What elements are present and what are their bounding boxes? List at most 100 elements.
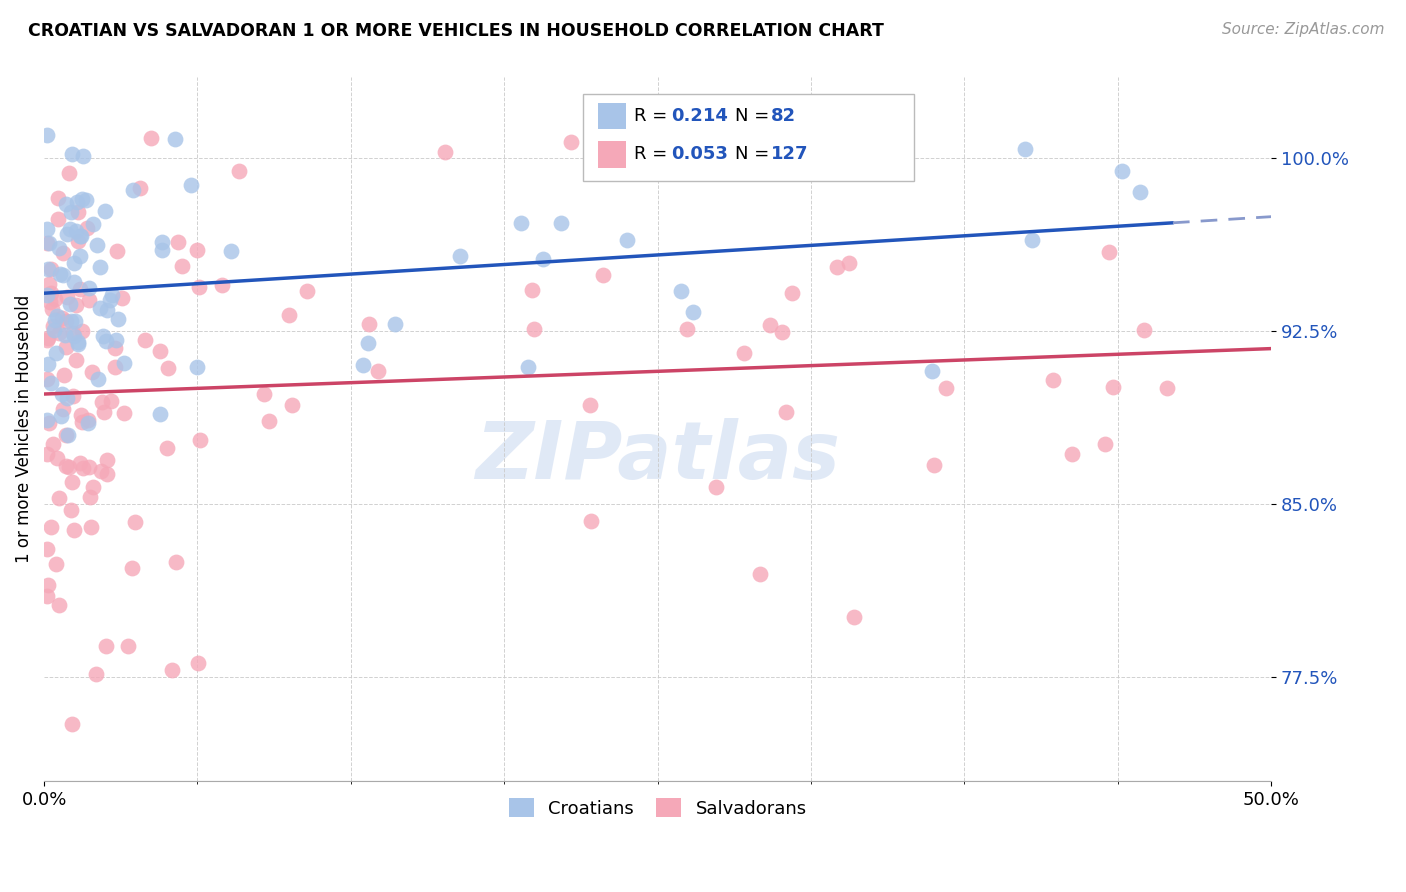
Point: [775, 405, 797, 419]
Point: [46, 309, 69, 323]
Point: [357, 336, 380, 351]
Point: [72, 324, 94, 338]
Point: [38, 277, 60, 291]
Point: [93, 405, 115, 419]
Point: [58, 460, 80, 475]
Point: [105, 244, 128, 259]
Point: [35, 287, 58, 301]
Point: [39, 520, 62, 534]
Point: [72, 460, 94, 475]
Point: [676, 322, 699, 336]
Point: [1014, 142, 1036, 156]
Point: [75, 193, 97, 207]
Point: [104, 341, 127, 355]
Point: [49, 409, 72, 424]
Point: [58, 166, 80, 180]
Point: [44, 292, 66, 306]
Point: [35, 333, 58, 347]
Point: [77, 459, 100, 474]
Point: [62, 147, 84, 161]
Point: [66, 195, 89, 210]
Point: [35, 372, 58, 386]
Point: [60, 314, 83, 328]
Point: [37, 331, 59, 345]
Point: [107, 312, 129, 326]
Point: [76, 413, 98, 427]
Point: [658, 128, 681, 142]
Point: [69, 228, 91, 243]
Point: [66, 234, 89, 248]
Point: [42, 318, 65, 333]
Point: [682, 304, 704, 318]
Point: [91, 329, 114, 343]
Point: [352, 358, 374, 372]
Point: [65, 352, 87, 367]
Point: [79, 490, 101, 504]
Point: [160, 663, 183, 677]
Point: [1094, 436, 1116, 450]
Point: [186, 656, 208, 670]
Point: [121, 560, 143, 574]
Point: [122, 183, 145, 197]
Point: [1021, 233, 1043, 247]
Point: [45, 346, 67, 360]
Point: [187, 280, 209, 294]
Point: [579, 398, 602, 412]
Point: [67, 335, 90, 350]
Point: [56, 227, 79, 242]
Point: [55, 340, 77, 354]
Point: [46, 212, 69, 227]
Point: [72, 149, 94, 163]
Point: [89, 260, 111, 274]
Point: [59, 222, 82, 236]
Point: [62, 389, 84, 403]
Point: [48, 326, 70, 340]
Point: [51, 387, 73, 401]
Point: [55, 196, 77, 211]
Point: [94, 203, 117, 218]
Point: [96, 302, 118, 317]
Point: [51, 311, 73, 326]
Point: [1102, 379, 1125, 393]
Point: [278, 308, 301, 322]
Point: [186, 359, 208, 374]
Point: [90, 464, 112, 478]
Point: [449, 249, 471, 263]
Point: [52, 268, 75, 283]
Point: [825, 260, 848, 274]
Point: [46, 451, 69, 466]
Point: [111, 292, 134, 306]
Point: [749, 567, 772, 582]
Point: [80, 365, 103, 379]
Point: [1042, 373, 1064, 387]
Point: [523, 322, 546, 336]
Point: [44, 312, 66, 326]
Point: [35, 236, 58, 251]
Point: [211, 278, 233, 293]
Point: [1132, 323, 1154, 337]
Point: [52, 402, 75, 417]
Point: [357, 317, 380, 331]
Point: [70, 192, 93, 206]
Point: [55, 328, 77, 343]
Point: [165, 556, 187, 570]
Point: [89, 301, 111, 315]
Point: [46, 191, 69, 205]
Point: [1098, 245, 1121, 260]
Point: [758, 318, 780, 332]
Point: [52, 246, 75, 260]
Point: [180, 178, 202, 193]
Point: [935, 381, 957, 395]
Point: [295, 284, 318, 298]
Point: [55, 458, 77, 473]
Point: [96, 467, 118, 482]
Point: [550, 216, 572, 230]
Point: [780, 285, 803, 300]
Point: [661, 164, 683, 178]
Point: [1111, 164, 1133, 178]
Point: [924, 458, 946, 472]
Point: [41, 301, 63, 316]
Point: [156, 441, 179, 455]
Text: 0.053: 0.053: [671, 145, 727, 163]
Point: [531, 252, 554, 266]
